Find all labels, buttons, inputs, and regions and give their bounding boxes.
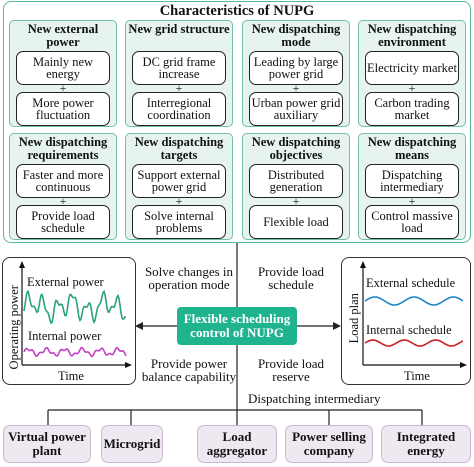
panel-title: Characteristics of NUPG: [159, 3, 315, 19]
label-load-reserve: Provide load reserve: [257, 356, 325, 384]
card-1: New external power Mainly new energy + More…: [9, 20, 117, 127]
card-item: Interregional coordination: [132, 92, 226, 126]
card-item: DC grid frame increase: [132, 51, 226, 85]
external-schedule-line: [364, 296, 464, 306]
right-x-label: Time: [404, 369, 430, 383]
card-item: Control massive load: [365, 205, 459, 239]
left-x-arrow: [125, 362, 132, 368]
card-title: New dispatching targets: [134, 135, 224, 162]
operating-power-chart: [2, 257, 136, 385]
card-item: Flexible load: [249, 205, 343, 239]
plus-sign: +: [59, 81, 67, 95]
right-series-2-label: Internal schedule: [366, 323, 452, 337]
card-item: Solve internal problems: [132, 205, 226, 239]
card-item: Support external power grid: [132, 164, 226, 198]
left-y-label: Operating power: [6, 285, 21, 370]
left-arrow-head: [135, 322, 143, 330]
card-6: New dispatching targets Support external …: [125, 133, 233, 240]
internal-schedule-line: [364, 339, 464, 347]
card-item: Carbon trading market: [365, 92, 459, 126]
card-5: New dispatching requirements Faster and m…: [9, 133, 117, 240]
card-title: New external power: [27, 22, 99, 49]
card-3: New dispatching mode Leading by large pow…: [242, 20, 350, 127]
card-item: Faster and more continuous: [16, 164, 110, 198]
card-title: New dispatching mode: [251, 22, 341, 49]
internal-power-line: [23, 346, 127, 358]
participant-microgrid: Microgrid: [101, 425, 163, 463]
card-title: New dispatching means: [367, 135, 457, 162]
left-series-1-label: External power: [27, 275, 104, 289]
card-title: New dispatching requirements: [18, 135, 108, 162]
flexible-scheduling-box: Flexible scheduling control of NUPG: [177, 307, 297, 345]
plus-sign: +: [175, 194, 183, 208]
card-title: New dispatching objectives: [251, 135, 341, 162]
label-provide-load-schedule: Provide load schedule: [257, 264, 325, 292]
card-4: New dispatching environment Electricity m…: [358, 20, 466, 127]
plus-sign: +: [408, 194, 416, 208]
participant-power-selling-company: Power selling company: [285, 425, 373, 463]
card-item: Dispatching intermediary: [365, 164, 459, 198]
label-power-balance: Provide power balance capability: [141, 356, 237, 384]
card-7: New dispatching objectives Distributed ge…: [242, 133, 350, 240]
left-y-arrow: [19, 261, 25, 268]
right-y-label: Load plan: [346, 293, 361, 344]
card-title: New grid structure: [128, 22, 230, 36]
right-x-arrow: [460, 362, 467, 368]
right-y-arrow: [360, 261, 366, 268]
left-series-2-label: Internal power: [28, 329, 102, 343]
right-arrow-head: [333, 322, 341, 330]
card-item: Distributed generation: [249, 164, 343, 198]
label-dispatching-intermediary: Dispatching intermediary: [248, 391, 381, 406]
load-plan-plot: [360, 261, 467, 368]
card-item: Urban power grid auxiliary: [249, 92, 343, 126]
card-8: New dispatching means Dispatching interme…: [358, 133, 466, 240]
operating-power-plot: [19, 261, 132, 368]
card-item: Provide load schedule: [16, 205, 110, 239]
plus-sign: +: [292, 194, 300, 208]
plus-sign: +: [59, 194, 67, 208]
card-2: New grid structure DC grid frame increase…: [125, 20, 233, 127]
participant-virtual-power-plant: Virtual power plant: [3, 425, 91, 463]
label-solve-changes: Solve changes in operation mode: [144, 264, 234, 292]
plus-sign: +: [175, 81, 183, 95]
card-title: New dispatching environment: [367, 22, 457, 49]
participant-integrated-energy: Integrated energy: [381, 425, 471, 463]
right-series-1-label: External schedule: [366, 276, 456, 290]
plus-sign: +: [292, 81, 300, 95]
card-item: Mainly new energy: [16, 51, 110, 85]
card-item: Electricity market: [365, 51, 459, 85]
plus-sign: +: [408, 81, 416, 95]
card-item: Leading by large power grid: [249, 51, 343, 85]
left-x-label: Time: [58, 369, 84, 383]
external-power-line: [23, 289, 126, 325]
participant-load-aggregator: Load aggregator: [197, 425, 277, 463]
card-item: More power fluctuation: [16, 92, 110, 126]
